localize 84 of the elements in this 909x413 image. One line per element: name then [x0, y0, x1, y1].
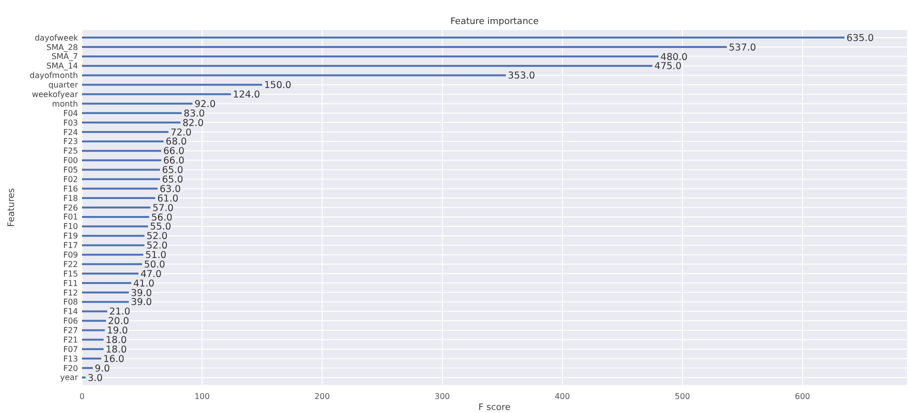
- y-tick-label: quarter: [48, 80, 79, 90]
- y-tick-label: SMA_7: [51, 52, 78, 62]
- x-tick-label: 200: [314, 392, 330, 401]
- y-tick-label: F12: [63, 288, 78, 298]
- data-label: 68.0: [166, 136, 187, 148]
- data-label: 72.0: [170, 127, 192, 138]
- y-tick-label: F03: [63, 118, 78, 128]
- data-label: 52.0: [146, 231, 168, 242]
- y-tick-label: dayofmonth: [30, 71, 78, 80]
- y-tick-label: F06: [63, 316, 78, 326]
- y-tick-label: F17: [63, 241, 78, 250]
- y-tick-label: F23: [63, 137, 78, 146]
- data-label: 353.0: [508, 70, 536, 82]
- data-label: 150.0: [264, 80, 292, 92]
- data-label: 57.0: [152, 202, 174, 214]
- x-tick-label: 100: [194, 392, 210, 401]
- y-tick-label: month: [52, 99, 78, 108]
- data-label: 124.0: [232, 90, 260, 101]
- data-label: 47.0: [140, 268, 162, 280]
- data-label: 21.0: [109, 306, 130, 318]
- y-tick-label: F10: [63, 222, 78, 232]
- data-label: 52.0: [146, 240, 168, 252]
- data-label: 39.0: [130, 297, 152, 308]
- data-label: 41.0: [133, 278, 154, 290]
- data-label: 66.0: [163, 146, 184, 158]
- data-label: 56.0: [151, 212, 172, 224]
- y-tick-label: F21: [63, 335, 78, 344]
- data-label: 18.0: [106, 344, 127, 356]
- data-label: 61.0: [157, 193, 178, 204]
- x-tick-label: 300: [434, 392, 450, 401]
- data-label: 20.0: [108, 316, 130, 328]
- y-tick-label: F14: [63, 307, 78, 316]
- data-label: 635.0: [846, 32, 874, 44]
- data-label: 480.0: [660, 52, 688, 63]
- data-label: 55.0: [150, 222, 172, 233]
- data-label: 19.0: [106, 326, 128, 337]
- y-tick-label: F19: [63, 232, 78, 241]
- y-tick-label: F20: [63, 364, 78, 373]
- y-tick-label: F25: [63, 146, 78, 156]
- y-tick-label: F26: [63, 203, 78, 212]
- y-tick-label: F08: [63, 298, 78, 307]
- data-label: 18.0: [106, 335, 127, 346]
- x-tick-label: 400: [554, 392, 570, 401]
- data-label: 51.0: [145, 250, 166, 262]
- data-label: 9.0: [94, 363, 110, 374]
- y-tick-label: F07: [63, 344, 78, 354]
- y-tick-label: SMA_14: [46, 62, 78, 71]
- data-label: 3.0: [88, 372, 103, 384]
- y-tick-label: weekofyear: [32, 90, 79, 99]
- data-label: 537.0: [728, 42, 756, 54]
- y-axis-title: Features: [7, 188, 17, 227]
- y-tick-label: F02: [63, 174, 78, 184]
- data-label: 83.0: [184, 108, 205, 120]
- y-tick-label: F15: [63, 269, 78, 278]
- x-tick-label: 500: [674, 392, 690, 401]
- y-tick-label: F24: [63, 128, 78, 137]
- y-tick-label: F00: [63, 156, 78, 166]
- data-label: 63.0: [160, 184, 181, 195]
- y-tick-label: F22: [63, 260, 78, 269]
- y-tick-label: F18: [63, 194, 78, 203]
- data-label: 65.0: [162, 174, 184, 186]
- data-label: 50.0: [144, 259, 166, 270]
- data-label: 16.0: [103, 354, 124, 365]
- data-label: 82.0: [182, 118, 204, 129]
- y-tick-label: F05: [63, 166, 78, 175]
- data-label: 65.0: [162, 165, 184, 176]
- x-tick-label: 0: [79, 392, 85, 401]
- y-tick-label: year: [60, 373, 79, 382]
- data-label: 39.0: [130, 288, 152, 299]
- y-tick-label: dayofweek: [34, 33, 78, 42]
- y-tick-label: F04: [63, 108, 78, 118]
- y-tick-label: F11: [63, 278, 78, 288]
- x-axis-title: F score: [478, 403, 512, 413]
- data-label: 92.0: [194, 98, 216, 110]
- y-tick-label: F27: [63, 326, 78, 336]
- x-tick-label: 600: [794, 392, 810, 401]
- y-tick-label: F16: [63, 184, 78, 194]
- y-tick-label: F13: [63, 354, 78, 364]
- data-label: 66.0: [163, 156, 184, 167]
- chart-title: Feature importance: [450, 17, 540, 27]
- y-tick-label: F09: [63, 250, 78, 260]
- data-label: 475.0: [654, 61, 682, 72]
- y-tick-label: SMA_28: [46, 42, 78, 52]
- y-tick-label: F01: [63, 212, 78, 222]
